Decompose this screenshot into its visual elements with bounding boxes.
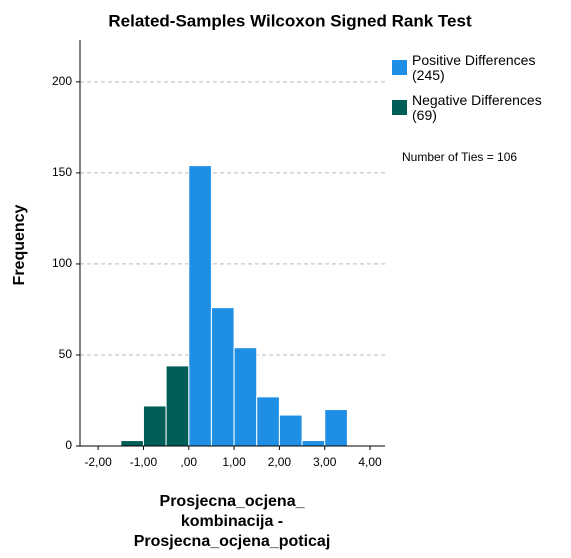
bar — [188, 165, 212, 447]
y-tick-label: 0 — [65, 438, 72, 452]
bar — [165, 365, 190, 447]
bar — [301, 440, 326, 447]
x-tick-label: -1,00 — [130, 455, 158, 469]
y-tick-label: 100 — [52, 256, 72, 270]
legend-swatch — [392, 100, 407, 115]
x-tick-label: 2,00 — [268, 455, 292, 469]
bar — [210, 307, 235, 447]
bar — [324, 409, 348, 447]
x-tick-label: 4,00 — [358, 455, 382, 469]
y-tick-label: 50 — [59, 347, 73, 361]
bar — [233, 347, 258, 447]
x-axis-label: Prosjecna_ocjena_ — [160, 493, 306, 510]
y-tick-label: 200 — [52, 74, 72, 88]
y-tick-label: 150 — [52, 165, 72, 179]
chart-title: Related-Samples Wilcoxon Signed Rank Tes… — [108, 11, 472, 30]
x-tick-label: ,00 — [180, 455, 197, 469]
x-axis-label: kombinacija - — [181, 513, 283, 530]
annotation: Number of Ties = 106 — [402, 150, 517, 164]
x-tick-label: 1,00 — [222, 455, 246, 469]
x-axis-label: Prosjecna_ocjena_poticaj — [134, 533, 331, 550]
legend-label: Positive Differences (245) — [412, 52, 535, 83]
y-axis-label: Frequency — [11, 204, 28, 285]
legend-swatch — [392, 60, 407, 75]
bar — [120, 440, 144, 447]
bar — [142, 405, 167, 447]
x-tick-label: -2,00 — [84, 455, 112, 469]
x-tick-label: 3,00 — [313, 455, 337, 469]
legend-label: Negative Differences (69) — [412, 92, 542, 123]
bar — [278, 414, 303, 447]
bar — [256, 396, 280, 447]
